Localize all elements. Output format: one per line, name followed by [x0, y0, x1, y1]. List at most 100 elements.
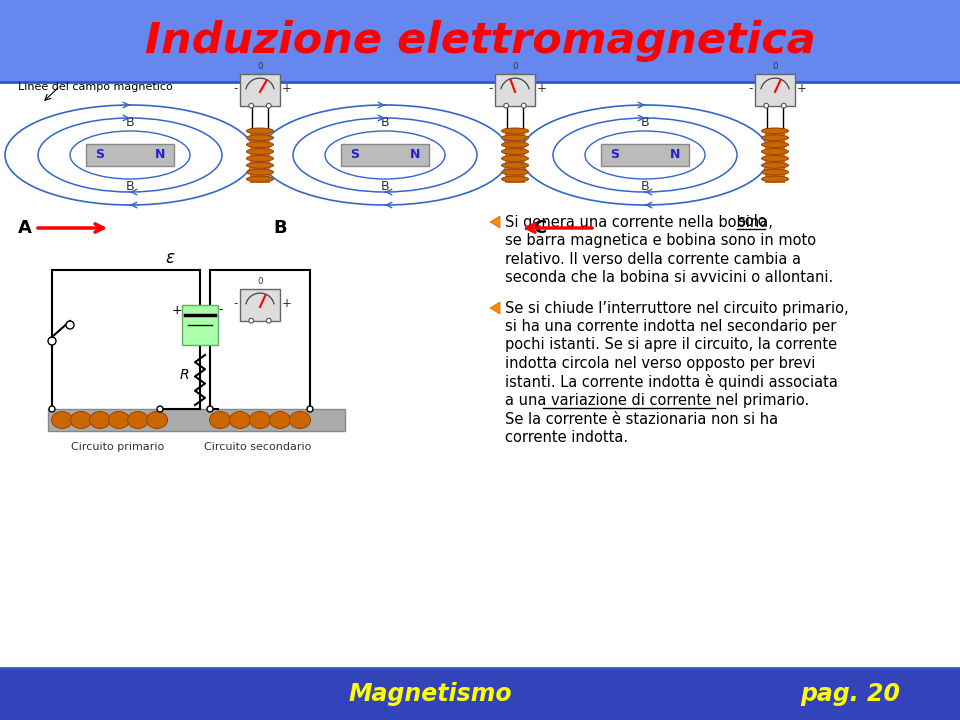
- Text: Se la corrente è stazionaria non si ha: Se la corrente è stazionaria non si ha: [505, 412, 779, 426]
- Ellipse shape: [761, 169, 788, 175]
- Text: Se si chiude l’interruttore nel circuito primario,: Se si chiude l’interruttore nel circuito…: [505, 300, 849, 315]
- Ellipse shape: [501, 163, 529, 168]
- Text: Induzione elettromagnetica: Induzione elettromagnetica: [145, 20, 815, 62]
- Text: +: +: [282, 297, 292, 310]
- Circle shape: [307, 406, 313, 412]
- Text: 0: 0: [257, 277, 263, 287]
- Text: a una variazione di corrente nel primario.: a una variazione di corrente nel primari…: [505, 393, 809, 408]
- Text: N: N: [670, 148, 681, 161]
- Circle shape: [49, 406, 55, 412]
- Text: B: B: [640, 117, 649, 130]
- Text: indotta circola nel verso opposto per brevi: indotta circola nel verso opposto per br…: [505, 356, 815, 371]
- Bar: [48, 409, 345, 431]
- Text: N: N: [410, 148, 420, 161]
- Text: R: R: [180, 368, 189, 382]
- Text: S: S: [95, 148, 105, 161]
- Text: S: S: [350, 148, 359, 161]
- Text: se barra magnetica e bobina sono in moto: se barra magnetica e bobina sono in moto: [505, 233, 816, 248]
- FancyBboxPatch shape: [240, 289, 280, 320]
- Text: +: +: [172, 304, 182, 317]
- Text: +: +: [282, 81, 292, 94]
- Text: +: +: [797, 81, 806, 94]
- Bar: [182, 305, 218, 345]
- Text: Si genera una corrente nella bobina,: Si genera una corrente nella bobina,: [505, 215, 778, 230]
- Ellipse shape: [229, 412, 251, 428]
- Ellipse shape: [247, 176, 274, 182]
- Circle shape: [48, 337, 56, 345]
- Text: pag. 20: pag. 20: [800, 682, 900, 706]
- Ellipse shape: [247, 169, 274, 175]
- Text: si ha una corrente indotta nel secondario per: si ha una corrente indotta nel secondari…: [505, 319, 836, 334]
- Bar: [601, 144, 689, 166]
- Text: B: B: [126, 117, 134, 130]
- Text: 0: 0: [513, 63, 517, 71]
- Text: corrente indotta.: corrente indotta.: [505, 430, 628, 445]
- Polygon shape: [490, 302, 500, 314]
- Ellipse shape: [209, 412, 230, 428]
- Text: -: -: [218, 304, 223, 317]
- Ellipse shape: [501, 135, 529, 140]
- Text: pochi istanti. Se si apre il circuito, la corrente: pochi istanti. Se si apre il circuito, l…: [505, 338, 837, 353]
- Ellipse shape: [70, 412, 91, 428]
- Text: 0: 0: [257, 63, 263, 71]
- Bar: [86, 144, 174, 166]
- Text: C: C: [534, 219, 546, 237]
- Ellipse shape: [290, 412, 310, 428]
- Text: A: A: [18, 219, 32, 237]
- Circle shape: [249, 103, 253, 108]
- Ellipse shape: [501, 142, 529, 148]
- Bar: [250, 127, 270, 182]
- Ellipse shape: [761, 176, 788, 182]
- Text: Linee del campo magnetico: Linee del campo magnetico: [18, 82, 173, 92]
- Ellipse shape: [761, 128, 788, 134]
- Text: B: B: [274, 219, 287, 237]
- Ellipse shape: [108, 412, 130, 428]
- Text: -: -: [234, 81, 238, 94]
- Ellipse shape: [247, 156, 274, 161]
- Text: N: N: [155, 148, 165, 161]
- Text: -: -: [489, 81, 493, 94]
- Circle shape: [207, 406, 213, 412]
- Ellipse shape: [270, 412, 291, 428]
- Circle shape: [764, 103, 769, 108]
- Circle shape: [267, 103, 271, 108]
- Text: istanti. La corrente indotta è quindi associata: istanti. La corrente indotta è quindi as…: [505, 374, 838, 390]
- Ellipse shape: [761, 163, 788, 168]
- Ellipse shape: [250, 412, 271, 428]
- Polygon shape: [490, 216, 500, 228]
- Text: Circuito primario: Circuito primario: [71, 442, 164, 452]
- Ellipse shape: [501, 156, 529, 161]
- Ellipse shape: [247, 163, 274, 168]
- Text: -: -: [749, 81, 754, 94]
- Ellipse shape: [247, 148, 274, 155]
- Ellipse shape: [501, 148, 529, 155]
- Ellipse shape: [761, 148, 788, 155]
- Text: S: S: [611, 148, 619, 161]
- Ellipse shape: [501, 176, 529, 182]
- Ellipse shape: [52, 412, 73, 428]
- Ellipse shape: [89, 412, 110, 428]
- Text: solo: solo: [737, 215, 767, 230]
- Bar: [765, 127, 785, 182]
- Circle shape: [267, 318, 271, 323]
- Ellipse shape: [128, 412, 149, 428]
- Bar: [0, 0, 960, 82]
- Circle shape: [521, 103, 526, 108]
- Ellipse shape: [761, 135, 788, 140]
- Ellipse shape: [247, 135, 274, 140]
- Text: B: B: [640, 181, 649, 194]
- Text: B: B: [381, 117, 390, 130]
- FancyBboxPatch shape: [756, 74, 795, 106]
- Bar: [0, 668, 960, 720]
- Circle shape: [66, 321, 74, 329]
- FancyBboxPatch shape: [495, 74, 535, 106]
- Text: Circuito secondario: Circuito secondario: [204, 442, 312, 452]
- Circle shape: [249, 318, 253, 323]
- Ellipse shape: [761, 142, 788, 148]
- Circle shape: [504, 103, 509, 108]
- Ellipse shape: [501, 169, 529, 175]
- Text: Magnetismo: Magnetismo: [348, 682, 512, 706]
- Bar: [505, 127, 525, 182]
- Text: seconda che la bobina si avvicini o allontani.: seconda che la bobina si avvicini o allo…: [505, 270, 833, 285]
- Bar: [341, 144, 429, 166]
